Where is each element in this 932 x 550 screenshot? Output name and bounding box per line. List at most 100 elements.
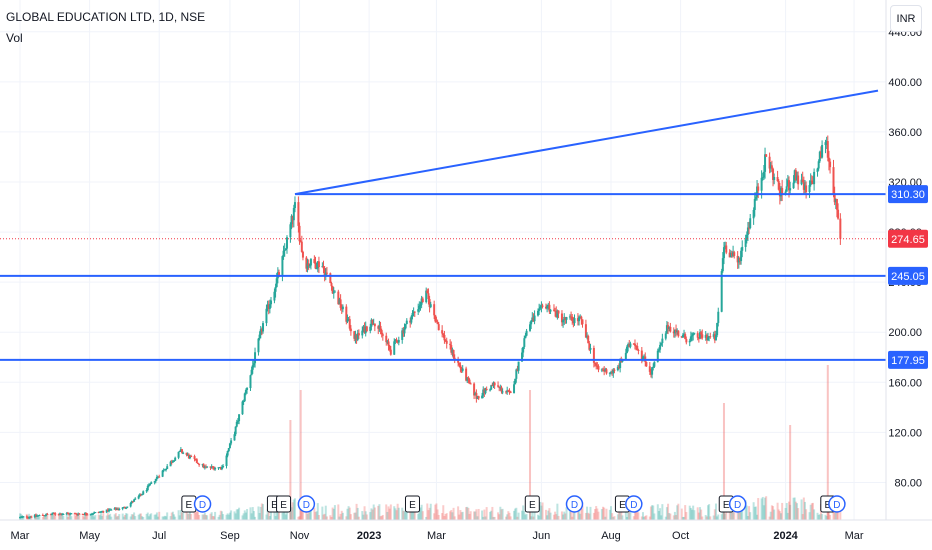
candle-body xyxy=(473,383,476,396)
volume-bar xyxy=(689,507,692,520)
volume-bar xyxy=(315,511,318,520)
volume-bar xyxy=(610,506,613,520)
volume-bar xyxy=(600,509,603,520)
volume-bar xyxy=(586,506,589,520)
earnings-label: E xyxy=(280,500,287,511)
volume-bar xyxy=(459,510,462,520)
candle-body xyxy=(46,513,49,515)
volume-bar xyxy=(772,506,775,520)
volume-bar xyxy=(57,513,60,520)
volume-bar xyxy=(552,514,555,520)
volume-bar xyxy=(792,497,795,520)
volume-bar xyxy=(794,501,797,520)
candle-body xyxy=(218,467,221,469)
candle-body xyxy=(202,464,205,468)
candle-body xyxy=(676,330,679,333)
candle-body xyxy=(827,157,830,162)
candle-body xyxy=(252,363,255,366)
volume-bar xyxy=(839,506,842,520)
volume-bar xyxy=(708,504,711,520)
volume-bar xyxy=(562,514,565,520)
dividend-label: D xyxy=(571,500,578,511)
candle-body xyxy=(517,361,520,371)
volume-bar xyxy=(684,505,687,520)
volume-bar xyxy=(321,506,324,520)
volume-bar xyxy=(142,516,145,520)
candle-body xyxy=(754,196,757,199)
volume-bar xyxy=(573,510,576,520)
volume-bar xyxy=(680,508,683,520)
volume-bar xyxy=(621,515,624,520)
grid xyxy=(0,0,886,520)
candle-body xyxy=(793,170,796,183)
volume-bar xyxy=(201,514,204,520)
candle-body xyxy=(121,507,124,509)
candle-body xyxy=(692,333,695,336)
candle-body xyxy=(500,387,503,392)
candle-body xyxy=(297,202,300,226)
volume-bar xyxy=(333,505,336,520)
candle-body xyxy=(602,369,605,371)
volume-bar xyxy=(465,507,468,520)
volume-bar xyxy=(648,516,651,520)
volume-bar xyxy=(829,514,832,520)
candle-body xyxy=(716,322,719,336)
volume-bar xyxy=(395,510,398,520)
candle-body xyxy=(589,347,592,350)
candle-body xyxy=(125,507,128,509)
candle-body xyxy=(219,467,222,470)
candle-body xyxy=(292,208,295,221)
volume-bar xyxy=(283,510,286,520)
volume-bar xyxy=(469,511,472,520)
volume-bar xyxy=(499,506,502,520)
candle-body xyxy=(353,331,356,339)
candle-body xyxy=(683,334,686,336)
volume-bar xyxy=(493,516,496,520)
volume-bar xyxy=(86,513,89,520)
candle-body xyxy=(717,311,720,323)
volume-bar xyxy=(169,516,172,520)
volume-bar xyxy=(70,516,73,520)
volume-bar xyxy=(824,514,827,520)
volume-bar xyxy=(330,516,333,520)
volume-bar xyxy=(141,516,144,520)
candle-body xyxy=(313,259,316,263)
candle-body xyxy=(588,343,591,350)
currency-button[interactable]: INR xyxy=(890,5,922,32)
candle-body xyxy=(308,265,311,267)
candle-body xyxy=(285,237,288,249)
candle-body xyxy=(193,456,196,460)
candle-body xyxy=(230,440,233,444)
candle-body xyxy=(581,319,584,325)
volume-bar xyxy=(594,509,597,520)
candle-body xyxy=(745,234,748,240)
volume-bar xyxy=(89,513,92,520)
volume-bar xyxy=(93,516,96,520)
volume-bar xyxy=(110,516,113,520)
candle-body xyxy=(801,179,804,183)
candle-body xyxy=(281,256,284,275)
volume-bar xyxy=(706,505,709,520)
candle-body xyxy=(171,461,174,463)
candle-body xyxy=(474,393,477,396)
volume-bar xyxy=(428,507,431,520)
dividend-marker: D xyxy=(193,495,212,513)
volume-bar xyxy=(784,507,787,520)
volume-bar xyxy=(101,515,104,520)
candle-body xyxy=(426,290,429,294)
volume-spike xyxy=(789,425,792,520)
volume-bar xyxy=(60,513,63,520)
candle-body xyxy=(573,318,576,324)
candle-body xyxy=(62,513,65,515)
volume-bar xyxy=(481,510,484,520)
candle-body xyxy=(792,182,795,189)
candle-body xyxy=(444,340,447,342)
volume-bar xyxy=(389,504,392,520)
candle-body xyxy=(824,142,827,146)
candle-body xyxy=(562,320,565,323)
candle-body xyxy=(613,369,616,371)
volume-bar xyxy=(544,509,547,520)
candle-body xyxy=(118,508,121,510)
candle-body xyxy=(521,352,524,362)
